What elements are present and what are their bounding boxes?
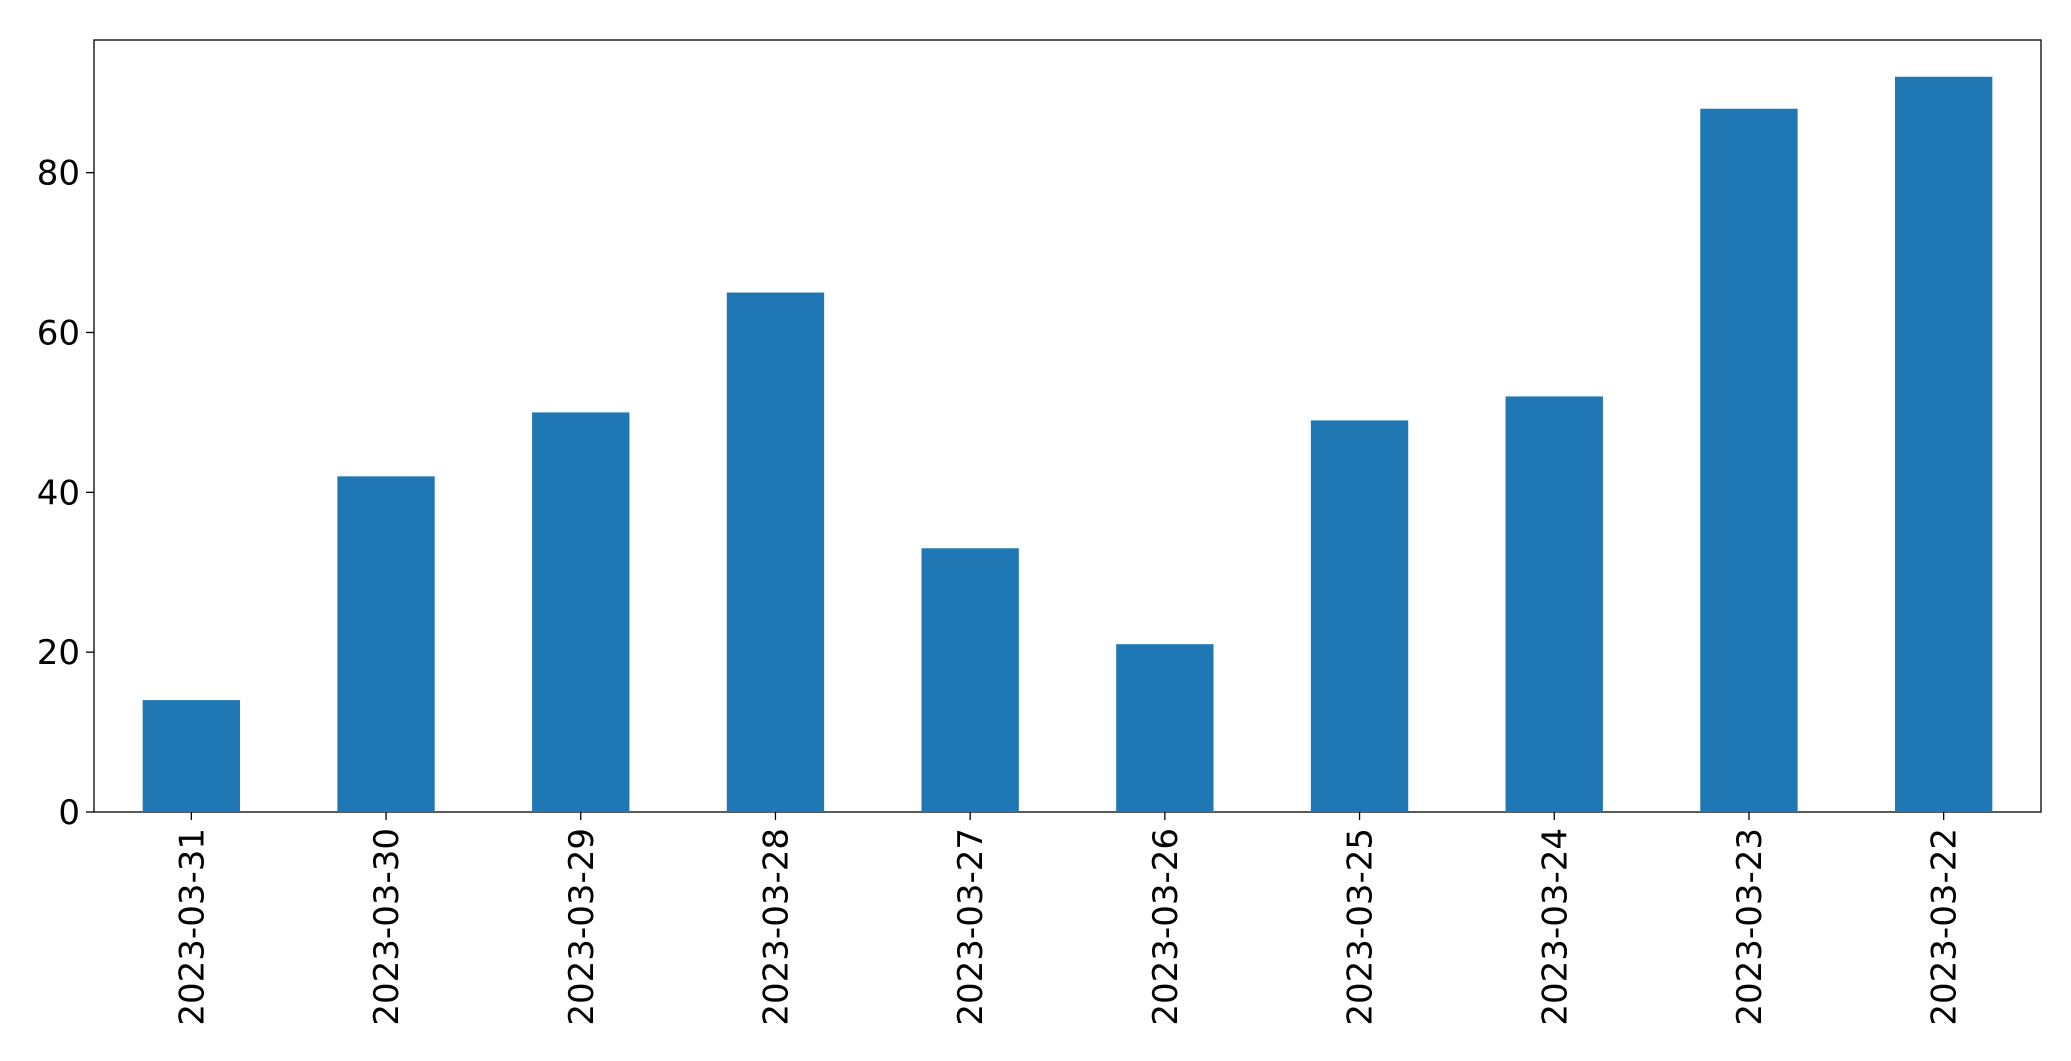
y-tick-label: 20 <box>37 633 80 673</box>
x-tick-label: 2023-03-25 <box>1341 828 1381 1026</box>
x-tick-label: 2023-03-28 <box>756 828 796 1026</box>
y-tick-label: 40 <box>37 473 80 513</box>
x-tick-label: 2023-03-30 <box>367 828 407 1026</box>
bar <box>921 548 1019 812</box>
y-tick-label: 0 <box>58 793 80 833</box>
y-tick-label: 80 <box>37 154 80 194</box>
bar <box>1505 396 1603 812</box>
x-tick-label: 2023-03-26 <box>1146 828 1186 1026</box>
x-tick-label: 2023-03-23 <box>1730 828 1770 1026</box>
bar <box>337 476 435 812</box>
y-tick-label: 60 <box>37 313 80 353</box>
x-tick-label: 2023-03-27 <box>951 828 991 1026</box>
bar <box>142 700 241 812</box>
plot-frame <box>93 39 2042 813</box>
bar <box>1894 76 1993 812</box>
x-tick-label: 2023-03-31 <box>172 828 212 1026</box>
bar <box>1700 108 1798 813</box>
bar <box>532 412 630 812</box>
bar <box>1116 644 1214 812</box>
x-tick-label: 2023-03-24 <box>1535 828 1575 1026</box>
bar <box>1310 420 1409 812</box>
x-tick-label: 2023-03-22 <box>1925 828 1965 1026</box>
bar <box>726 292 825 812</box>
x-tick-label: 2023-03-29 <box>562 828 602 1026</box>
